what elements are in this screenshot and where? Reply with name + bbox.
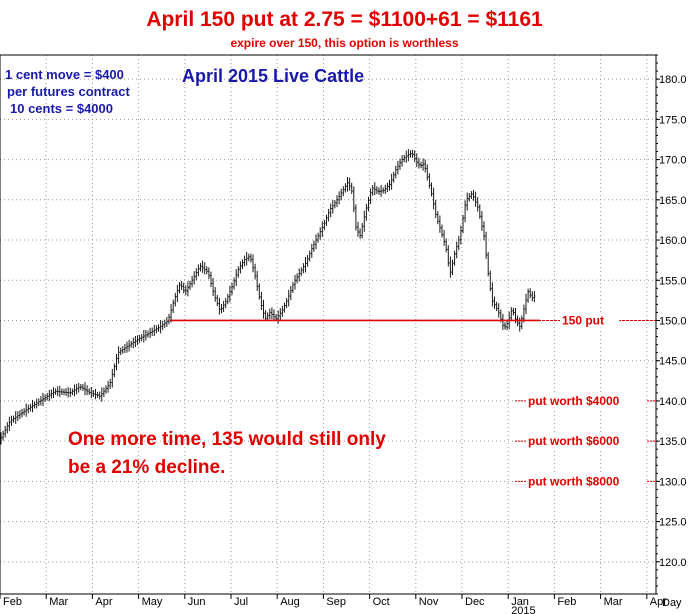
annotation-label: put worth $4000: [528, 394, 620, 408]
x-tick-label: Jan: [511, 596, 529, 608]
y-tick-label: 140.0: [659, 396, 687, 408]
move-note-line1: 1 cent move = $400: [5, 67, 124, 82]
x-tick-label: Dec: [465, 596, 485, 608]
x-tick-label: May: [142, 596, 163, 608]
axis-layer: 120.0 125.0 130.0 135.0 140.0 145.0 150.0 155.0…: [0, 54, 687, 614]
x-year-label: 2015: [511, 605, 535, 614]
x-tick-label: Apr: [95, 596, 112, 608]
move-note-line3: 10 cents = $4000: [10, 101, 113, 116]
headline: April 150 put at 2.75 = $1100+61 = $1161: [146, 8, 543, 31]
plot-frame: [0, 54, 657, 595]
x-tick-label: Feb: [3, 596, 22, 608]
x-tick-label: Apr: [650, 596, 667, 608]
x-tick-label: Oct: [373, 596, 390, 608]
x-tick-label: Sep: [326, 596, 346, 608]
x-tick-label: Mar: [49, 596, 68, 608]
move-note-line2: per futures contract: [7, 84, 130, 99]
annotation-label: put worth $6000: [528, 434, 620, 448]
x-tick-label: Jun: [188, 596, 206, 608]
y-tick-label: 125.0: [659, 517, 687, 529]
y-tick-label: 120.0: [659, 557, 687, 569]
grid-layer: [0, 55, 656, 594]
x-axis-end-label: Day: [662, 597, 682, 609]
annotation-label-bg: [560, 313, 620, 328]
decline-note: One more time, 135 would still only be a…: [68, 429, 386, 478]
y-tick-label: 155.0: [659, 275, 687, 287]
x-tick-label: Nov: [419, 596, 439, 608]
y-tick-label: 160.0: [659, 235, 687, 247]
annotation-label-bg: [526, 393, 646, 408]
y-tick-label: 170.0: [659, 155, 687, 167]
x-tick-label: Jul: [234, 596, 248, 608]
x-tick-label: Aug: [280, 596, 300, 608]
y-tick-label: 165.0: [659, 195, 687, 207]
annotation-layer: 150 put put worth $4000 put worth $6000 put…: [170, 313, 656, 489]
price-bars-layer: [0, 149, 536, 445]
annotation-label-bg: [526, 474, 646, 489]
y-tick-label: 135.0: [659, 436, 687, 448]
y-tick-label: 180.0: [659, 74, 687, 86]
chart-title: April 2015 Live Cattle: [182, 66, 365, 86]
x-tick-label: Mar: [604, 596, 623, 608]
x-tick-label: Feb: [557, 596, 576, 608]
y-tick-label: 175.0: [659, 114, 687, 126]
subheadline: expire over 150, this option is worthles…: [230, 36, 459, 50]
y-tick-label: 130.0: [659, 476, 687, 488]
y-tick-label: 150.0: [659, 315, 687, 327]
annotation-label-bg: [526, 434, 646, 449]
annotation-label: put worth $8000: [528, 474, 620, 488]
y-tick-label: 145.0: [659, 356, 687, 368]
annotation-label: 150 put: [562, 313, 604, 327]
